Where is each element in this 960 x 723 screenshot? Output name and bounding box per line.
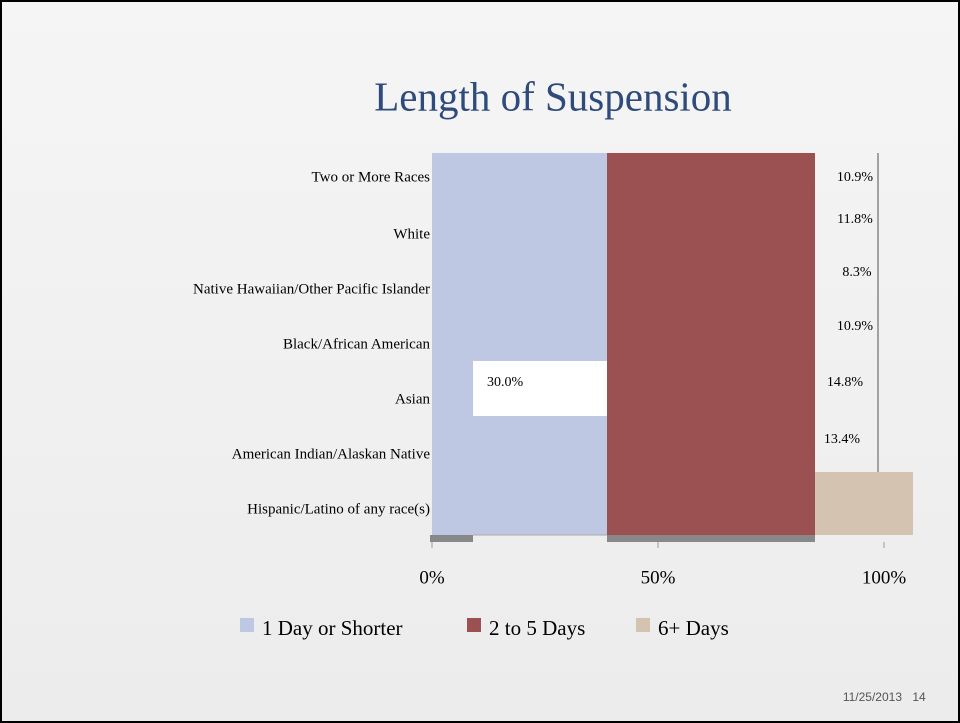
category-label: Hispanic/Latino of any race(s) — [247, 501, 430, 517]
value-label: 10.9% — [837, 170, 874, 185]
value-label: 8.3% — [842, 265, 872, 280]
category-label: Black/African American — [283, 336, 431, 352]
series-block — [607, 153, 815, 535]
axis-block — [607, 535, 815, 542]
category-label: Asian — [395, 391, 430, 407]
legend-label: 1 Day or Shorter — [262, 616, 403, 640]
series-block — [815, 472, 913, 535]
date: 11/25/2013 — [843, 690, 902, 704]
series-block — [432, 153, 607, 535]
category-label: Native Hawaiian/Other Pacific Islander — [193, 281, 430, 297]
legend-swatch — [467, 618, 481, 632]
value-label: 14.8% — [827, 375, 864, 390]
value-label: 10.9% — [837, 319, 874, 334]
value-label: 30.0% — [487, 375, 524, 390]
legend-swatch — [636, 618, 650, 632]
legend-swatch — [240, 618, 254, 632]
axis-block — [430, 535, 473, 542]
value-label: 11.8% — [837, 212, 873, 227]
value-label: 13.4% — [824, 432, 861, 447]
x-tick-label: 0% — [419, 567, 445, 588]
label-box — [473, 361, 607, 416]
category-label: Two or More Races — [312, 169, 431, 185]
x-tick-label: 50% — [641, 567, 676, 588]
chart-title: Length of Suspension — [374, 73, 732, 119]
legend-label: 2 to 5 Days — [489, 616, 585, 640]
category-label: White — [393, 226, 430, 242]
legend-label: 6+ Days — [658, 616, 729, 640]
x-tick-label: 100% — [862, 567, 907, 588]
page-number: 14 — [912, 690, 926, 704]
category-label: American Indian/Alaskan Native — [232, 446, 431, 462]
